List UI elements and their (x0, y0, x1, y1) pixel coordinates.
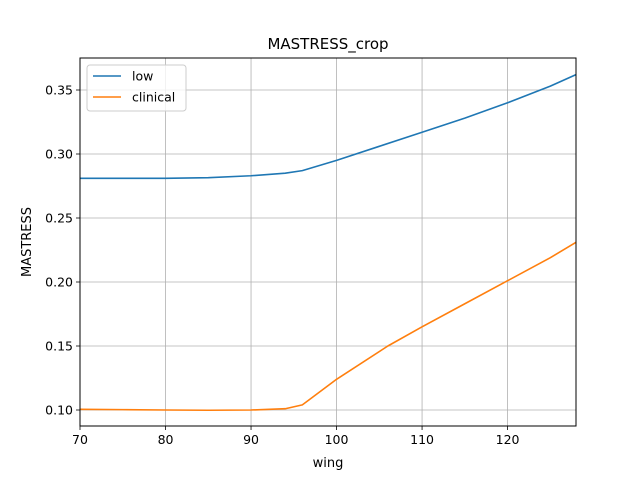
legend-label-clinical: clinical (132, 90, 175, 105)
y-tick-label: 0.20 (45, 275, 73, 290)
x-tick-label: 110 (410, 432, 434, 447)
y-tick-label: 0.15 (45, 339, 73, 354)
x-tick-label: 80 (158, 432, 174, 447)
legend: low clinical (86, 64, 187, 112)
y-tick-label: 0.10 (45, 403, 73, 418)
y-tick-label: 0.25 (45, 211, 73, 226)
y-axis-ticks: 0.10 0.15 0.20 0.25 0.30 0.35 (45, 83, 80, 418)
y-tick-label: 0.35 (45, 83, 73, 98)
y-axis-label: MASTRESS (20, 207, 35, 277)
series-line-clinical (79, 241, 577, 412)
x-tick-label: 70 (72, 432, 88, 447)
chart-title: MASTRESS_crop (267, 35, 388, 54)
series-line-low (80, 73, 577, 180)
plot-area-frame (79, 57, 577, 427)
x-tick-label: 90 (243, 432, 259, 447)
legend-label-low: low (132, 69, 153, 84)
x-tick-label: 100 (325, 432, 349, 447)
x-tick-label: 120 (496, 432, 520, 447)
y-tick-label: 0.30 (45, 147, 73, 162)
series-layer (79, 73, 577, 412)
x-axis-ticks: 70 80 90 100 110 120 (72, 426, 520, 447)
grid-lines (79, 58, 576, 426)
x-axis-label: wing (313, 456, 344, 471)
